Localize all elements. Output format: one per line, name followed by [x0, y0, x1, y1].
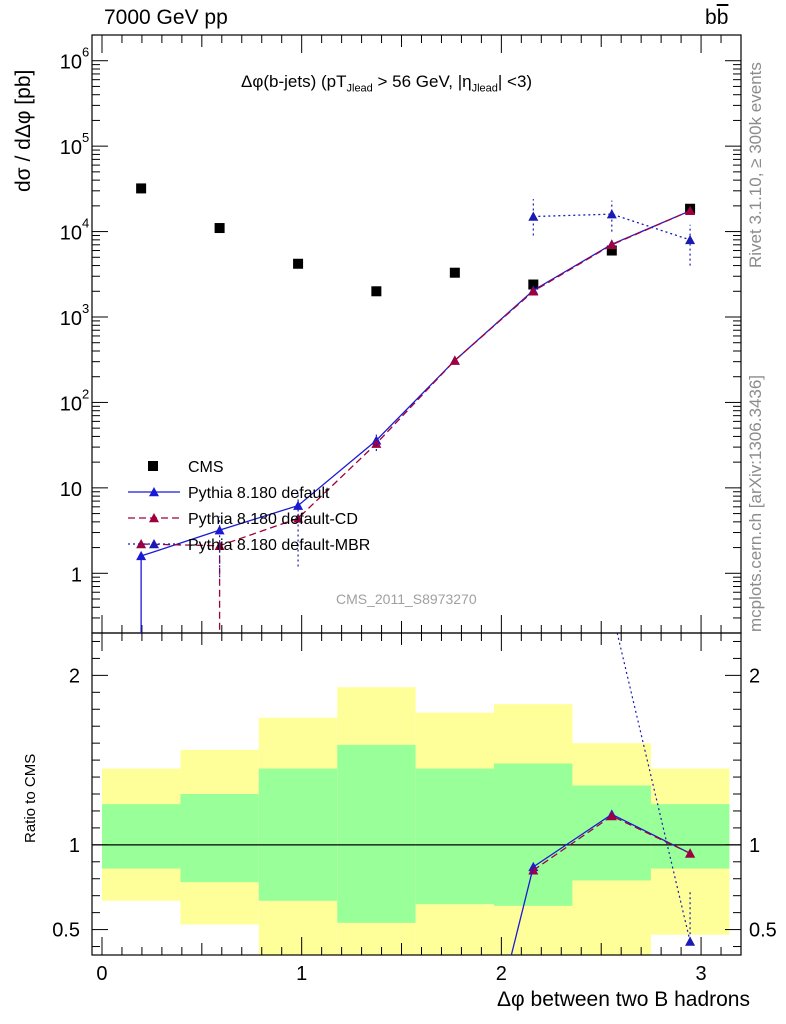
series-marker-dashed [685, 205, 696, 216]
ratio-band-green [258, 768, 338, 901]
series-marker-solid [214, 525, 225, 535]
y-tick-label-main: 10 [60, 393, 82, 415]
energy-label: 7000 GeV pp [104, 6, 228, 29]
x-tick-label: 0 [96, 963, 107, 985]
y-tick-label-ratio-right: 0.5 [749, 920, 777, 942]
y-tick-label-ratio: 0.5 [52, 920, 80, 942]
y-tick-label-main: 10 [60, 137, 82, 159]
series-marker-dotted [606, 209, 617, 219]
y-tick-label-ratio-right: 2 [749, 665, 760, 687]
cms-data-point [606, 245, 617, 256]
legend-marker-cms [148, 461, 158, 471]
series-marker-dashed [528, 286, 539, 296]
legend-label: Pythia 8.180 default [188, 485, 330, 502]
ratio-marker-dashed [606, 811, 617, 821]
ratio-band-green [337, 744, 416, 923]
process-label: bb [705, 6, 729, 29]
series-marker-dashed [449, 355, 460, 365]
legend-label: Pythia 8.180 default-MBR [188, 537, 370, 554]
y-axis-label-main: dσ / dΔφ [pb] [12, 69, 35, 192]
y-tick-label-main: 10 [60, 479, 82, 501]
y-tick-label-exp: 5 [82, 130, 89, 145]
x-tick-label: 2 [496, 963, 507, 985]
ratio-band-green [101, 804, 181, 869]
series-line-solid [140, 210, 691, 557]
legend-marker-solid [149, 487, 159, 497]
cms-data-point [136, 183, 147, 194]
x-tick-label: 3 [695, 963, 706, 985]
ratio-marker-dashed [685, 848, 696, 858]
series-marker-dashed [293, 513, 304, 523]
analysis-watermark: CMS_2011_S8973270 [336, 591, 477, 607]
y-tick-label-ratio: 2 [69, 665, 80, 687]
x-tick-label: 1 [296, 963, 307, 985]
series-marker-dashed [136, 539, 147, 549]
series-marker-solid [136, 550, 147, 561]
y-tick-label-main: 1 [71, 564, 82, 586]
x-axis-label: Δφ between two B hadrons [497, 988, 750, 1011]
ratio-band-green [572, 785, 651, 881]
legend-marker-dotted [149, 539, 159, 549]
y-tick-label-ratio: 1 [69, 835, 80, 857]
series-line-dotted [533, 213, 691, 241]
cms-data-point [449, 267, 460, 278]
y-tick-label-exp: 4 [82, 216, 89, 231]
y-tick-label-ratio-right: 1 [749, 835, 760, 857]
mcplots-source-label: mcplots.cern.ch [arXiv:1306.3436] [746, 374, 765, 632]
series-marker-dashed [371, 438, 382, 448]
series-line-dashed [141, 210, 691, 547]
y-axis-label-ratio: Ratio to CMS [22, 753, 39, 843]
legend-label: CMS [188, 459, 224, 476]
main-title: Δφ(b-jets) (pTJlead > 56 GeV, |ηJlead| <… [241, 72, 533, 95]
y-tick-label-exp: 3 [82, 301, 89, 316]
y-tick-label-exp: 2 [82, 386, 89, 401]
legend-label: Pythia 8.180 default-CD [188, 511, 358, 528]
ratio-band-green [493, 763, 573, 906]
rivet-version-label: Rivet 3.1.10, ≥ 300k events [746, 62, 765, 268]
y-tick-label-exp: 6 [82, 45, 89, 60]
y-tick-label-main: 10 [60, 52, 82, 74]
legend-marker-dashed [149, 513, 159, 523]
ratio-band-green [650, 804, 730, 869]
cms-data-point [528, 279, 539, 290]
series-marker-dotted [528, 211, 539, 221]
ratio-band-green [180, 794, 259, 883]
cms-data-point [293, 258, 304, 269]
ratio-line-drop [510, 866, 534, 956]
ratio-band-green [415, 768, 494, 905]
y-tick-label-main: 10 [60, 308, 82, 330]
cms-data-point [371, 286, 382, 297]
y-tick-label-main: 10 [60, 223, 82, 245]
ratio-marker-dashed [528, 865, 539, 875]
cms-data-point [214, 223, 225, 234]
series-marker-dashed [606, 239, 617, 250]
